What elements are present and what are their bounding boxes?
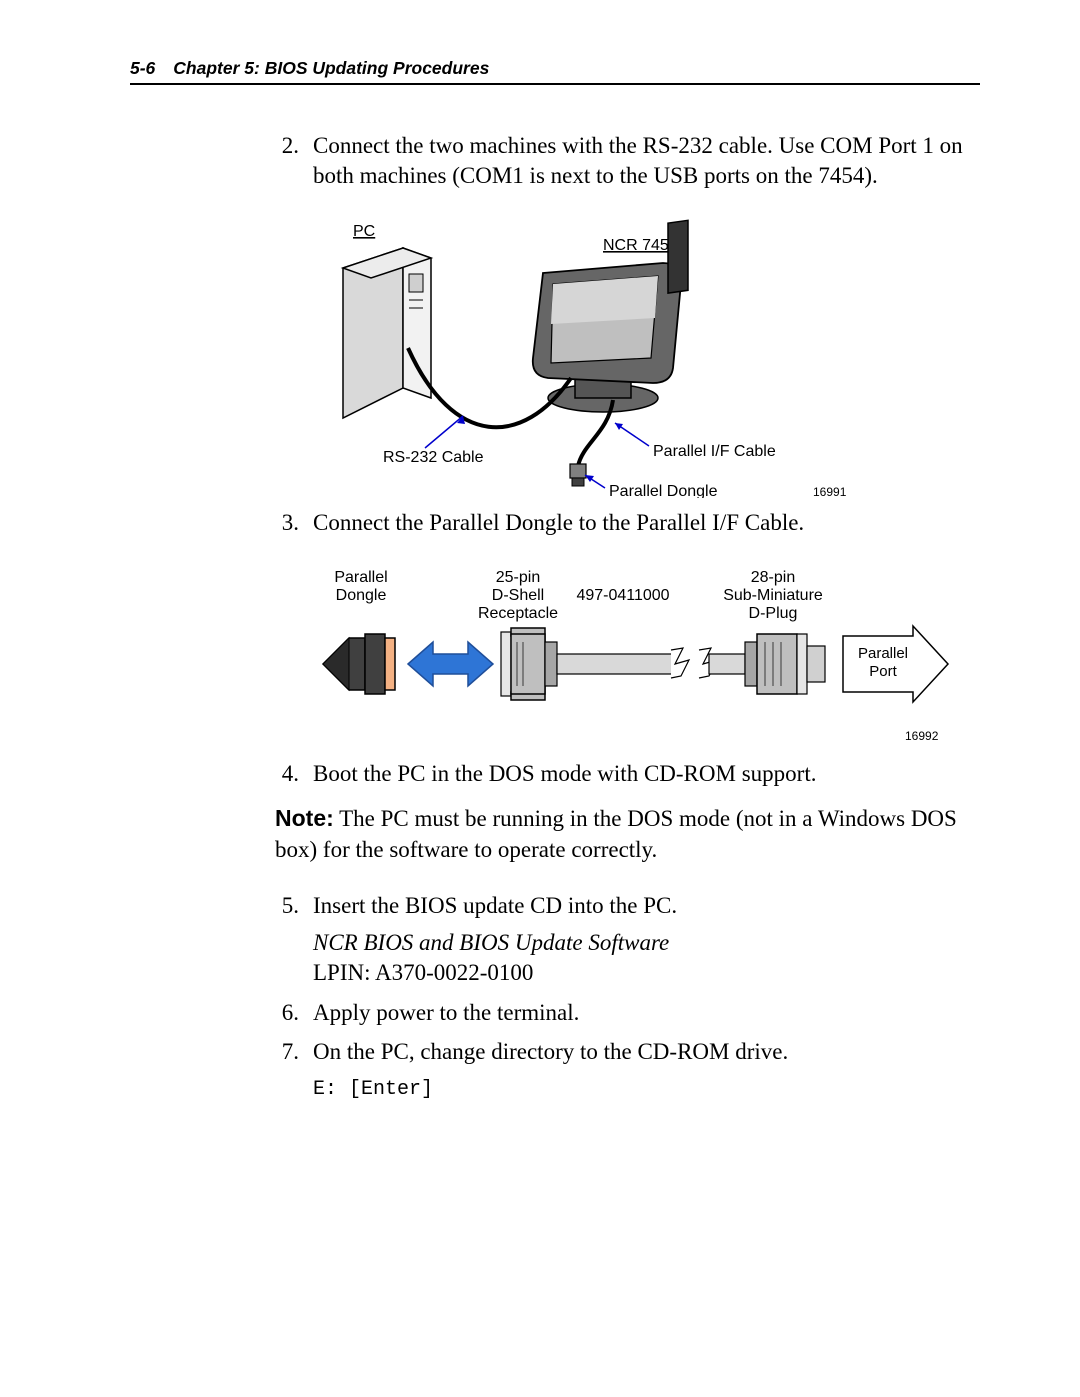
step-text: Connect the two machines with the RS-232… xyxy=(313,131,980,192)
step-7: 7. On the PC, change directory to the CD… xyxy=(275,1037,980,1104)
note-prefix: Note: xyxy=(275,805,334,831)
body-content: 2. Connect the two machines with the RS-… xyxy=(275,131,980,1103)
header-rule xyxy=(130,83,980,85)
page: 5-6 Chapter 5: BIOS Updating Procedures … xyxy=(0,0,1080,1211)
step-2: 2. Connect the two machines with the RS-… xyxy=(275,131,980,192)
svg-text:D-Shell: D-Shell xyxy=(492,587,544,604)
step-3: 3. Connect the Parallel Dongle to the Pa… xyxy=(275,508,980,538)
note-text: The PC must be running in the DOS mode (… xyxy=(275,806,957,861)
svg-text:28-pin: 28-pin xyxy=(751,569,795,586)
svg-text:497-0411000: 497-0411000 xyxy=(576,587,669,604)
svg-text:Port: Port xyxy=(869,663,897,680)
figure-2-svg: Parallel Dongle 25-pin D-Shell Receptacl… xyxy=(313,564,963,749)
step-5: 5. Insert the BIOS update CD into the PC… xyxy=(275,891,980,988)
step-number: 2. xyxy=(275,131,299,192)
label-pc: PC xyxy=(353,223,375,240)
step-4: 4. Boot the PC in the DOS mode with CD-R… xyxy=(275,759,980,789)
cd-title: NCR BIOS and BIOS Update Software xyxy=(313,928,980,958)
running-header: 5-6 Chapter 5: BIOS Updating Procedures xyxy=(130,58,980,79)
step-number: 6. xyxy=(275,998,299,1028)
svg-text:D-Plug: D-Plug xyxy=(749,605,798,622)
command-line: E: [Enter] xyxy=(313,1077,980,1103)
figure-1: PC NCR 7454 xyxy=(313,218,980,498)
pc-tower-icon xyxy=(343,248,431,418)
parallel-dongle-plug-icon xyxy=(570,464,586,486)
dshell-connector-icon xyxy=(501,628,557,700)
leader-rs232 xyxy=(425,416,463,448)
svg-text:Parallel: Parallel xyxy=(858,645,908,662)
step-text: Connect the Parallel Dongle to the Paral… xyxy=(313,508,980,538)
double-arrow-icon xyxy=(408,642,493,686)
svg-text:25-pin: 25-pin xyxy=(496,569,540,586)
dplug-connector-icon xyxy=(745,634,825,694)
step-number: 4. xyxy=(275,759,299,789)
svg-text:Sub-Miniature: Sub-Miniature xyxy=(723,587,823,604)
svg-text:Dongle: Dongle xyxy=(336,587,387,604)
note-block: Note: The PC must be running in the DOS … xyxy=(275,803,980,865)
page-ref: 5-6 xyxy=(130,58,155,79)
step-number: 7. xyxy=(275,1037,299,1104)
parallel-port-arrow-icon: Parallel Port xyxy=(843,626,948,702)
label-parallel-dongle: Parallel Dongle xyxy=(609,483,718,498)
fig2-labels: Parallel Dongle 25-pin D-Shell Receptacl… xyxy=(334,569,823,622)
step-text: Boot the PC in the DOS mode with CD-ROM … xyxy=(313,759,980,789)
figure-1-id: 16991 xyxy=(813,485,847,498)
figure-2: Parallel Dongle 25-pin D-Shell Receptacl… xyxy=(313,564,980,749)
figure-1-svg: PC NCR 7454 xyxy=(313,218,883,498)
label-ncr: NCR 7454 xyxy=(603,237,678,254)
svg-text:Receptacle: Receptacle xyxy=(478,605,558,622)
svg-text:Parallel: Parallel xyxy=(334,569,387,586)
cd-lpin: LPIN: A370-0022-0100 xyxy=(313,958,980,988)
parallel-dongle-icon xyxy=(323,634,395,694)
step-text: Apply power to the terminal. xyxy=(313,998,980,1028)
label-parallel-if: Parallel I/F Cable xyxy=(653,443,776,460)
step-text: Insert the BIOS update CD into the PC. N… xyxy=(313,891,980,988)
figure-2-id: 16992 xyxy=(905,729,939,743)
label-rs232: RS-232 Cable xyxy=(383,449,484,466)
step-number: 3. xyxy=(275,508,299,538)
cable-icon xyxy=(557,648,745,678)
step-6: 6. Apply power to the terminal. xyxy=(275,998,980,1028)
chapter-title: Chapter 5: BIOS Updating Procedures xyxy=(173,58,489,79)
step-number: 5. xyxy=(275,891,299,988)
step-text: On the PC, change directory to the CD-RO… xyxy=(313,1037,980,1104)
